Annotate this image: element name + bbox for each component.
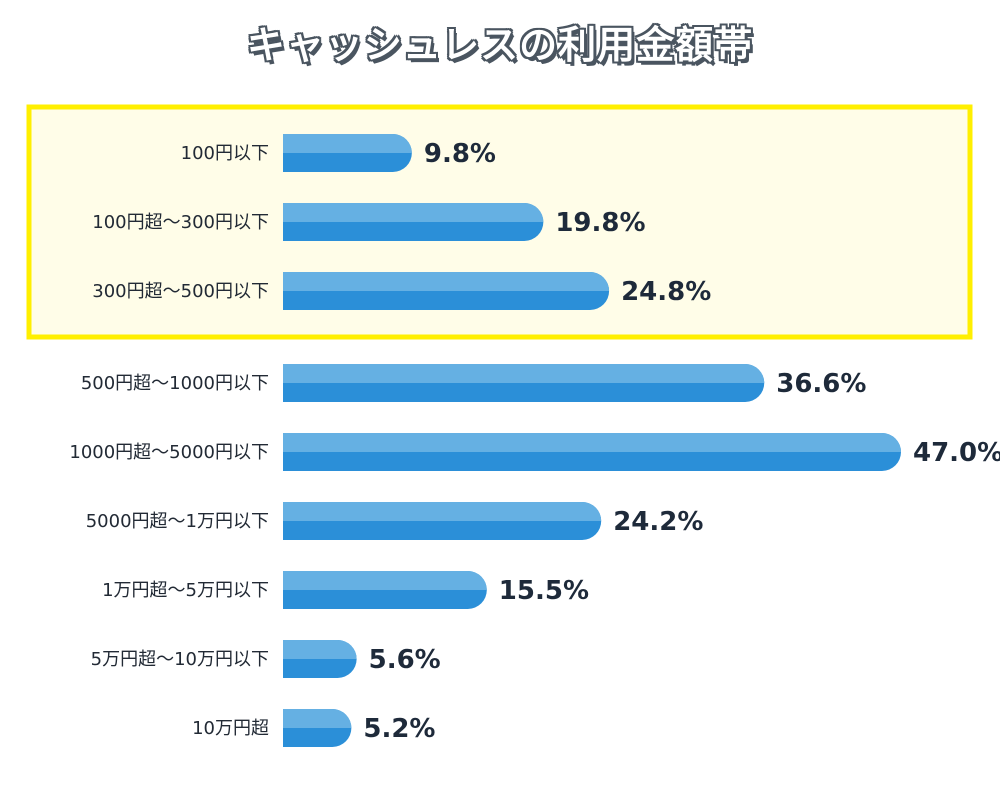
bar-row: 100円超〜300円以下 19.8% xyxy=(92,203,646,241)
category-label: 100円超〜300円以下 xyxy=(92,212,269,233)
category-label: 500円超〜1000円以下 xyxy=(81,373,269,394)
bar-highlight xyxy=(283,709,352,728)
bars-layer: 100円以下 9.8% 100円超〜300円以下 19.8% 300円超〜500円以下 2… xyxy=(69,134,1000,747)
bar-row: 1万円超〜5万円以下 15.5% xyxy=(102,571,589,609)
category-label: 5000円超〜1万円以下 xyxy=(86,511,269,532)
bar-highlight xyxy=(283,203,544,222)
category-label: 5万円超〜10万円以下 xyxy=(91,649,269,670)
bar-highlight xyxy=(283,640,357,659)
bar-row: 5000円超〜1万円以下 24.2% xyxy=(86,502,703,540)
value-label: 24.2% xyxy=(613,507,703,537)
category-label: 10万円超 xyxy=(192,718,269,739)
bar-row: 100円以下 9.8% xyxy=(181,134,496,172)
bar-highlight xyxy=(283,433,901,452)
category-label: 300円超〜500円以下 xyxy=(92,281,269,302)
bar-highlight xyxy=(283,272,610,291)
bar-row: 300円超〜500円以下 24.8% xyxy=(92,272,711,310)
bar-row: 10万円超 5.2% xyxy=(192,709,435,747)
category-label: 100円以下 xyxy=(181,143,269,164)
bar-highlight xyxy=(283,134,412,153)
value-label: 36.6% xyxy=(776,369,866,399)
category-label: 1万円超〜5万円以下 xyxy=(102,580,269,601)
bar-highlight xyxy=(283,502,602,521)
value-label: 47.0% xyxy=(913,438,1000,468)
bar-highlight xyxy=(283,571,487,590)
value-label: 9.8% xyxy=(424,139,496,169)
value-label: 15.5% xyxy=(499,576,589,606)
bar-highlight xyxy=(283,364,765,383)
category-label: 1000円超〜5000円以下 xyxy=(69,442,269,463)
bar-row: 5万円超〜10万円以下 5.6% xyxy=(91,640,441,678)
bar-row: 1000円超〜5000円以下 47.0% xyxy=(69,433,1000,471)
value-label: 19.8% xyxy=(555,208,645,238)
bar-row: 500円超〜1000円以下 36.6% xyxy=(81,364,866,402)
value-label: 5.6% xyxy=(369,645,441,675)
value-label: 24.8% xyxy=(621,277,711,307)
value-label: 5.2% xyxy=(363,714,435,744)
chart-title: キャッシュレスの利用金額帯 xyxy=(246,23,754,67)
